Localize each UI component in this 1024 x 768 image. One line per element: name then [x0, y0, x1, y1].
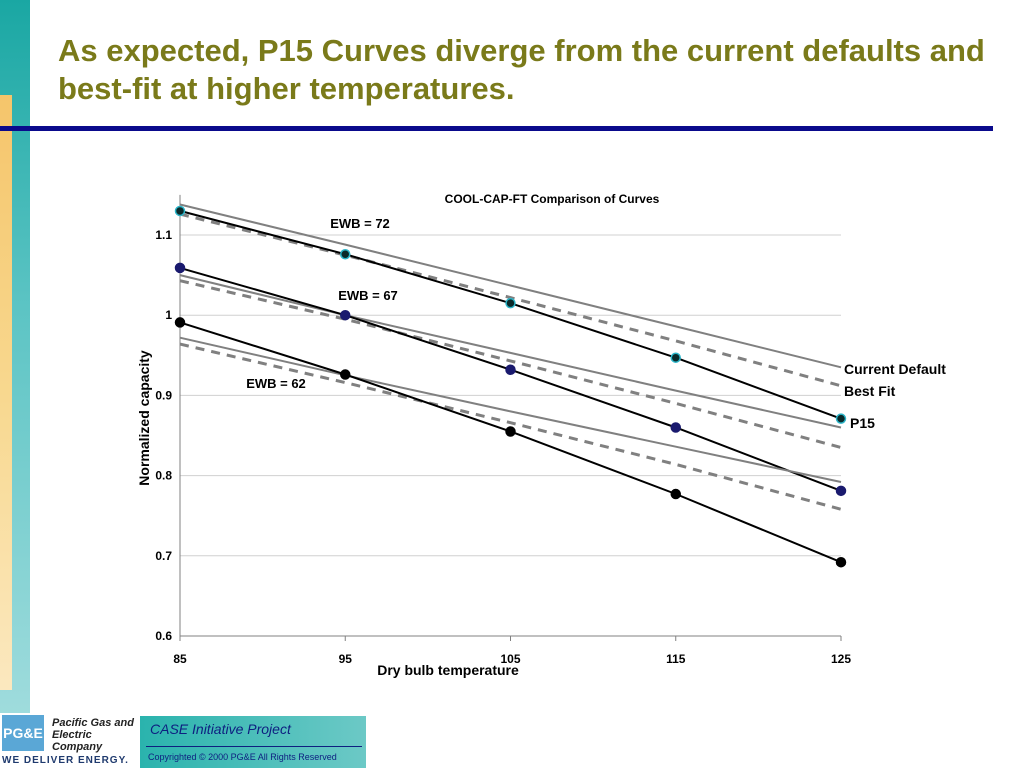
- x-tick-label: 85: [173, 652, 187, 666]
- x-axis-label: Dry bulb temperature: [377, 662, 519, 678]
- chart-axes: [179, 194, 841, 637]
- x-tick-label: 105: [500, 652, 520, 666]
- data-point: [174, 205, 186, 217]
- slide-title: As expected, P15 Curves diverge from the…: [58, 33, 985, 106]
- chart-labels: EWB = 72 EWB = 67 EWB = 62 Current Default B…: [246, 216, 946, 431]
- data-point: [835, 485, 847, 497]
- y-tick-label: 0.8: [155, 469, 172, 483]
- chart-markers: [174, 205, 847, 568]
- data-point: [670, 352, 681, 363]
- chart-title: COOL-CAP-FT Comparison of Curves: [445, 192, 660, 206]
- data-point: [340, 369, 351, 380]
- data-point: [505, 426, 516, 437]
- data-point: [835, 413, 847, 424]
- y-tick-label: 1: [165, 308, 172, 322]
- data-point: [670, 422, 681, 433]
- footer-banner: CASE Initiative Project Copyrighted © 20…: [140, 716, 366, 768]
- y-tick-label: 0.7: [155, 549, 172, 563]
- chart-grid: [180, 234, 841, 557]
- left-accent-stripe: [0, 95, 12, 690]
- legend-label: P15: [850, 415, 875, 431]
- x-tick-label: 95: [339, 652, 353, 666]
- data-point: [174, 262, 186, 274]
- data-point: [505, 297, 516, 309]
- data-point: [340, 248, 351, 260]
- series-line-current-default: [179, 203, 842, 369]
- y-axis-label: Normalized capacity: [136, 350, 152, 486]
- company-logo: PG&E Pacific Gas and Electric Company WE…: [0, 713, 140, 768]
- group-label: EWB = 62: [246, 376, 306, 391]
- y-tick-label: 0.9: [155, 388, 172, 402]
- group-label: EWB = 67: [338, 288, 398, 303]
- data-point: [835, 556, 847, 568]
- series-line-best-fit: [179, 279, 842, 449]
- title-rule: [0, 126, 993, 131]
- legend-label: Current Default: [844, 361, 946, 377]
- chart-ticks: 0.6 0.7 0.8 0.9 1 1.1 85 95 105 115 125: [155, 228, 851, 666]
- data-point: [340, 309, 351, 321]
- data-point: [505, 364, 516, 375]
- y-tick-label: 0.6: [155, 629, 172, 643]
- copyright-text: Copyrighted © 2000 PG&E All Rights Reser…: [148, 752, 337, 762]
- project-name: CASE Initiative Project: [150, 721, 291, 737]
- logo-mark: PG&E: [2, 715, 44, 751]
- company-name: Pacific Gas and Electric Company: [52, 717, 134, 753]
- chart-series: [179, 203, 842, 564]
- group-label: EWB = 72: [330, 216, 390, 231]
- footer-divider: [146, 746, 362, 747]
- x-tick-label: 125: [831, 652, 851, 666]
- y-tick-label: 1.1: [155, 228, 172, 242]
- company-slogan: WE DELIVER ENERGY.: [2, 755, 129, 766]
- series-line-best-fit: [179, 212, 842, 388]
- series-line-current-default: [179, 274, 842, 429]
- series-line-best-fit: [179, 342, 842, 511]
- data-point: [670, 488, 681, 500]
- series-line-current-default: [179, 336, 842, 483]
- data-point: [174, 317, 186, 328]
- legend-label: Best Fit: [844, 383, 896, 399]
- x-tick-label: 115: [666, 652, 686, 666]
